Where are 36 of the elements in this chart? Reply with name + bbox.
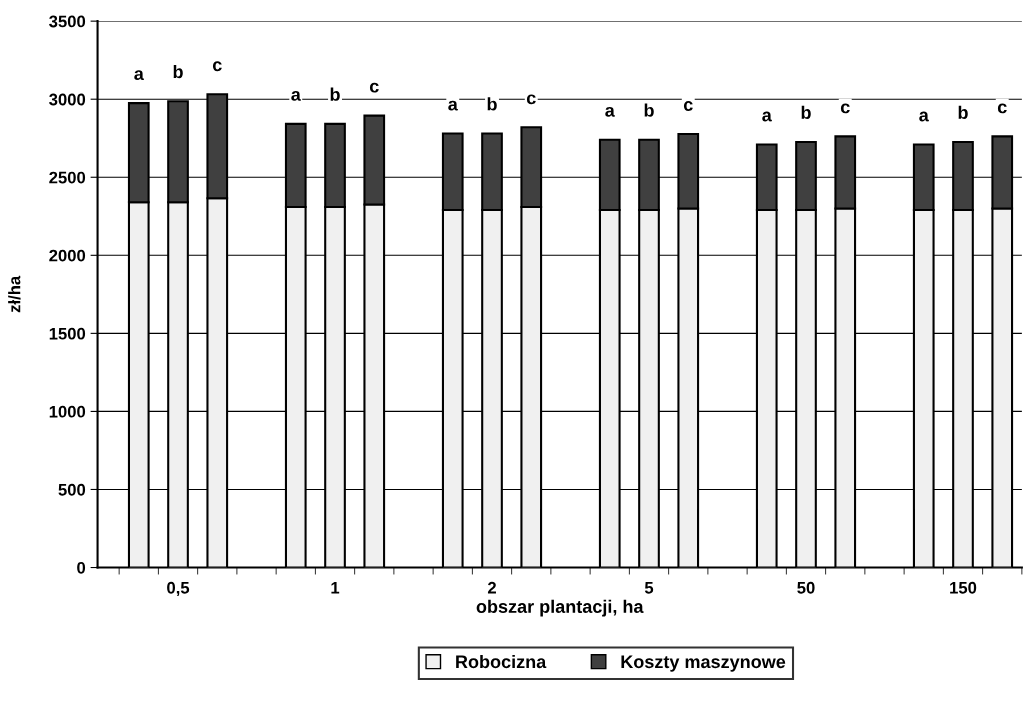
x-tick-label: 150 [950,581,977,594]
data-label: c [369,82,379,93]
data-label: b [644,103,654,117]
data-label: c [840,103,850,114]
x-tick-label: 2 [487,581,496,594]
y-tick-label: 2500 [49,171,86,184]
x-axis-title: obszar plantacji, ha [476,599,644,617]
x-tick-label: 0,5 [167,581,190,597]
data-label: c [997,103,1007,114]
data-label: a [605,106,615,117]
x-tick-label: 5 [644,582,654,594]
legend-label: Koszty maszynowe [621,655,786,672]
data-label: b [487,97,497,111]
y-tick-label: 3500 [49,15,86,28]
y-tick-label: 3000 [49,93,86,106]
y-tick-label: 1500 [49,327,86,340]
data-label: a [134,70,144,81]
y-axis-title: zł/ha [8,275,21,313]
y-tick-label: 1000 [49,405,86,418]
data-label: c [526,94,536,105]
data-label: b [330,87,340,101]
data-label: a [919,111,929,122]
x-tick-label: 1 [331,582,340,594]
data-label: a [448,100,458,111]
data-label: b [173,64,183,79]
data-label: b [801,105,811,119]
data-label: b [958,105,968,119]
y-tick-label: 500 [58,483,86,496]
data-label: a [291,90,301,101]
y-tick-label: 0 [77,561,86,574]
data-label: c [683,101,693,111]
y-tick-label: 2000 [49,249,86,262]
data-label: c [212,61,222,72]
data-label: a [762,111,772,122]
legend-label: Robocizna [456,654,547,669]
x-tick-label: 50 [797,581,815,594]
